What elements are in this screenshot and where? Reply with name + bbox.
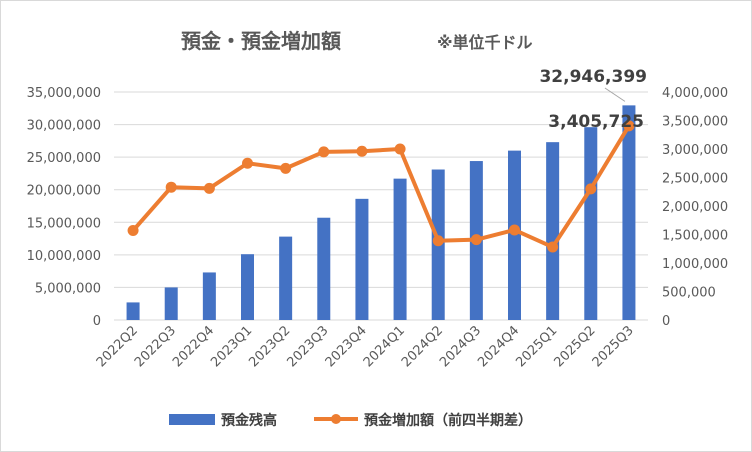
x-axis-ticks: 2022Q22022Q32022Q42023Q12023Q22023Q32023… bbox=[94, 323, 637, 370]
line-point bbox=[356, 145, 368, 157]
left-tick-label: 15,000,000 bbox=[27, 216, 101, 231]
bar bbox=[202, 272, 216, 320]
line-point bbox=[432, 235, 444, 247]
right-tick-label: 1,500,000 bbox=[662, 229, 728, 244]
x-tick-label: 2025Q1 bbox=[513, 323, 560, 370]
x-tick-label: 2023Q4 bbox=[323, 323, 370, 370]
x-tick-label: 2022Q4 bbox=[170, 323, 217, 370]
line-point bbox=[318, 146, 330, 158]
x-tick-label: 2024Q4 bbox=[475, 323, 522, 370]
left-tick-label: 25,000,000 bbox=[27, 151, 101, 166]
line-point bbox=[394, 143, 406, 155]
bar bbox=[164, 287, 178, 320]
left-tick-label: 30,000,000 bbox=[27, 119, 101, 134]
line-point bbox=[127, 225, 139, 237]
right-tick-label: 2,000,000 bbox=[662, 200, 728, 215]
left-axis-ticks: 0 5,000,000 10,000,000 15,000,000 20,000,000… bbox=[27, 86, 101, 329]
line-point bbox=[623, 120, 635, 132]
x-tick-label: 2023Q1 bbox=[208, 323, 255, 370]
bar bbox=[241, 254, 254, 320]
right-tick-label: 2,500,000 bbox=[662, 172, 728, 187]
chart-title: 預金・預金増加額 bbox=[181, 29, 341, 53]
x-tick-label: 2024Q2 bbox=[399, 323, 446, 370]
legend-label-line: 預金増加額（前四半期差） bbox=[364, 412, 532, 429]
x-tick-label: 2024Q3 bbox=[437, 323, 484, 370]
line-point bbox=[547, 241, 559, 253]
line-data-label: 3,405,725 bbox=[548, 112, 644, 132]
right-tick-label: 3,000,000 bbox=[662, 143, 728, 158]
line-point bbox=[165, 181, 177, 193]
x-tick-label: 2025Q2 bbox=[552, 323, 599, 370]
bar-data-label: 32,946,399 bbox=[539, 67, 647, 87]
x-tick-label: 2022Q3 bbox=[132, 323, 179, 370]
bar bbox=[317, 217, 331, 320]
legend-label-bar: 預金残高 bbox=[221, 412, 277, 429]
right-tick-label: 1,000,000 bbox=[662, 257, 728, 272]
data-labels: 32,946,399 3,405,725 bbox=[539, 67, 647, 132]
line-point bbox=[203, 182, 215, 194]
bar-series bbox=[126, 105, 636, 320]
right-tick-label: 0 bbox=[662, 314, 670, 329]
right-tick-label: 4,000,000 bbox=[662, 86, 728, 101]
x-tick-label: 2024Q1 bbox=[361, 323, 408, 370]
bar bbox=[546, 142, 560, 320]
bar bbox=[622, 105, 636, 320]
bar bbox=[393, 178, 407, 320]
bar bbox=[355, 198, 369, 320]
left-tick-label: 20,000,000 bbox=[27, 184, 101, 199]
x-tick-label: 2023Q2 bbox=[246, 323, 293, 370]
x-tick-label: 2022Q2 bbox=[94, 323, 141, 370]
line-point bbox=[470, 234, 482, 246]
legend: 預金残高 預金増加額（前四半期差） bbox=[169, 412, 532, 429]
x-tick-label: 2023Q3 bbox=[285, 323, 332, 370]
line-point bbox=[509, 224, 520, 236]
left-tick-label: 35,000,000 bbox=[27, 86, 101, 101]
right-tick-label: 3,500,000 bbox=[662, 115, 728, 130]
bar bbox=[279, 236, 293, 320]
bar bbox=[584, 127, 598, 320]
chart-title-note: ※単位千ドル bbox=[437, 33, 533, 52]
left-tick-label: 0 bbox=[93, 314, 101, 329]
line-point bbox=[585, 183, 597, 195]
x-tick-label: 2025Q3 bbox=[590, 323, 637, 370]
right-tick-label: 500,000 bbox=[662, 286, 716, 301]
line-point bbox=[280, 162, 292, 174]
line-point bbox=[242, 157, 253, 169]
legend-swatch-bar bbox=[169, 414, 215, 425]
bar bbox=[126, 302, 140, 320]
line-series bbox=[127, 120, 635, 253]
right-axis-ticks: 0 500,000 1,000,000 1,500,000 2,000,000 2,500… bbox=[662, 86, 728, 329]
legend-swatch-marker bbox=[331, 414, 341, 424]
left-tick-label: 5,000,000 bbox=[35, 281, 101, 296]
bar-label-leader bbox=[604, 87, 626, 102]
series-line bbox=[131, 124, 631, 250]
left-tick-label: 10,000,000 bbox=[27, 249, 101, 264]
